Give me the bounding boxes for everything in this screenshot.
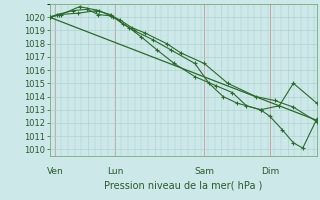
Text: Ven: Ven bbox=[47, 167, 64, 176]
Text: Pression niveau de la mer( hPa ): Pression niveau de la mer( hPa ) bbox=[104, 180, 262, 190]
Text: Sam: Sam bbox=[194, 167, 214, 176]
Text: Dim: Dim bbox=[261, 167, 279, 176]
Text: Lun: Lun bbox=[107, 167, 124, 176]
